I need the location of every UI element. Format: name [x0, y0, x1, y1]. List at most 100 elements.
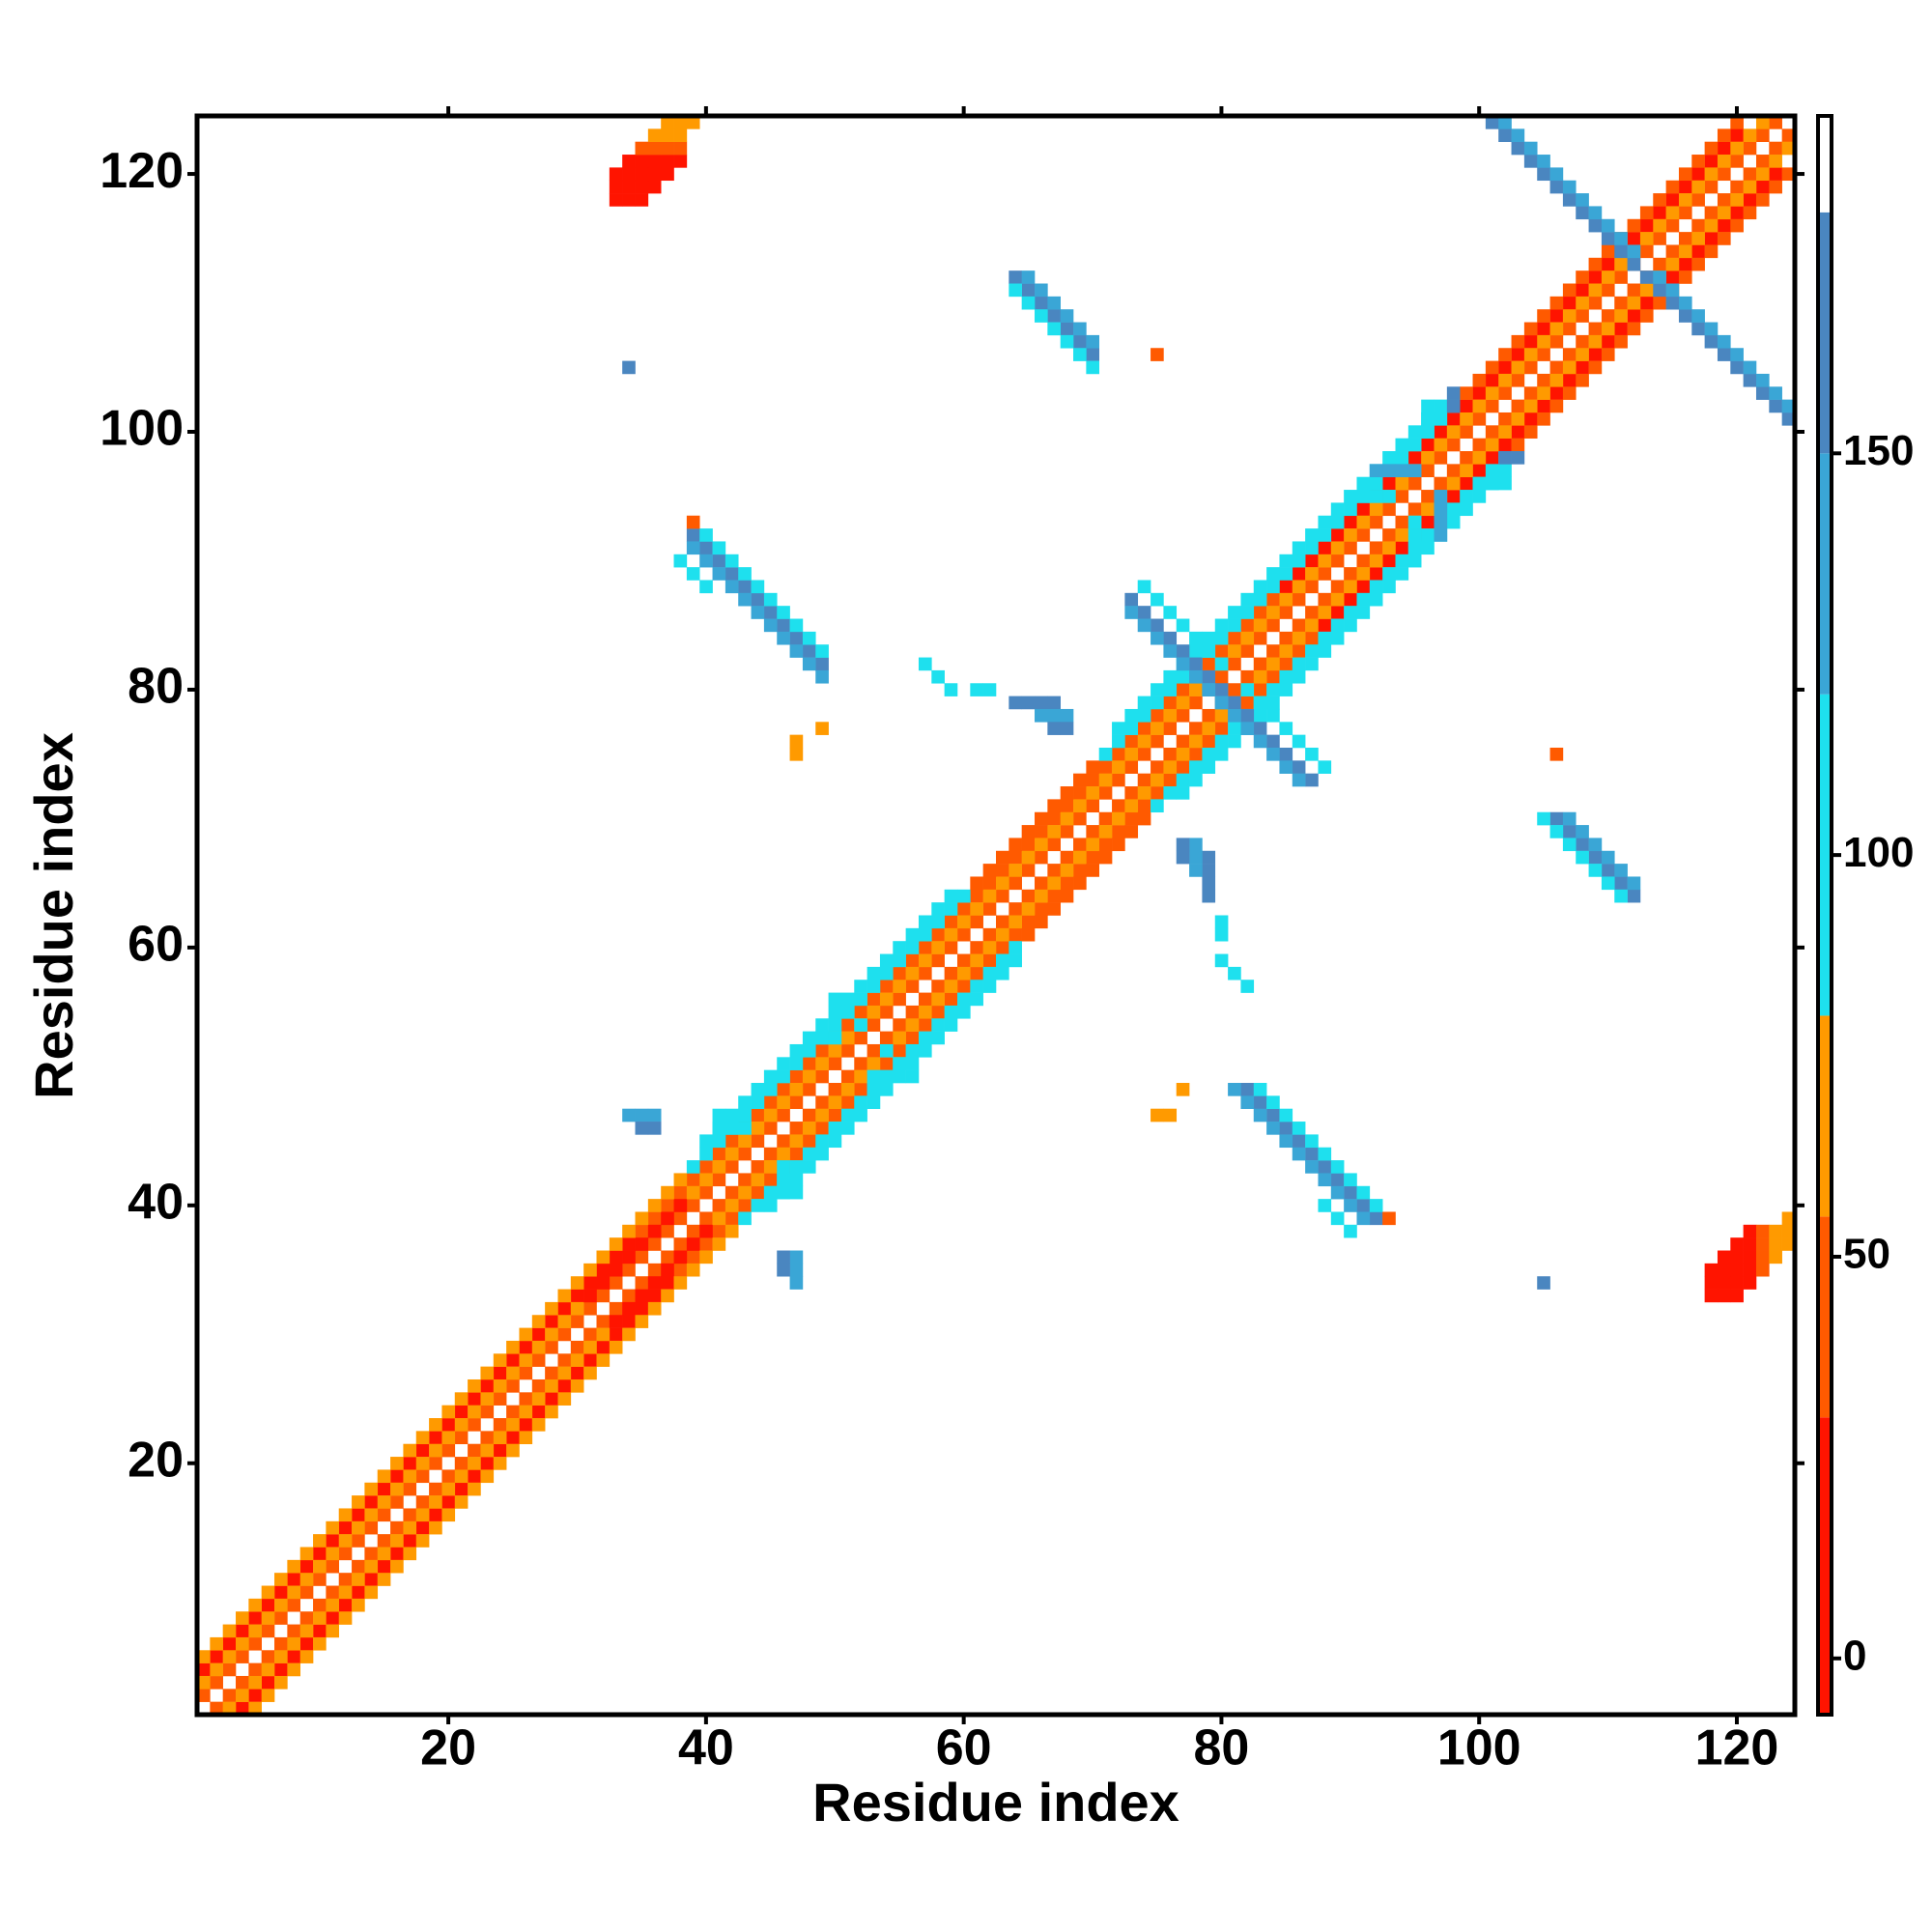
cell [622, 1263, 636, 1277]
cell [1060, 825, 1074, 838]
cell [454, 1457, 469, 1470]
cell [1279, 683, 1293, 696]
cell [777, 1263, 790, 1277]
cell [905, 1043, 920, 1058]
cell [931, 1018, 945, 1032]
cell [1279, 554, 1293, 568]
cell [956, 953, 971, 968]
cell [1137, 734, 1151, 749]
cell [686, 116, 700, 129]
cell [828, 1005, 842, 1019]
cell [480, 1443, 495, 1458]
cell [1060, 876, 1074, 891]
cell [1755, 155, 1770, 168]
cell [763, 618, 778, 633]
cell [1434, 490, 1448, 503]
cell [1678, 193, 1692, 207]
cell [673, 1211, 688, 1226]
cell [1627, 296, 1641, 310]
cell [545, 1405, 558, 1419]
cell [1639, 296, 1654, 310]
cell [274, 1636, 288, 1651]
cell [1537, 309, 1550, 323]
cell [1743, 360, 1757, 375]
cell [802, 1043, 816, 1058]
cell [1472, 451, 1487, 465]
cell [1279, 747, 1293, 761]
cell [893, 1031, 906, 1045]
cell [261, 1689, 275, 1702]
cell [789, 734, 804, 749]
cell [583, 1276, 597, 1290]
cell [763, 1173, 778, 1187]
cell [802, 657, 816, 671]
cell [879, 966, 894, 980]
cell [1086, 760, 1100, 774]
cell [751, 1083, 765, 1096]
cell [519, 1366, 533, 1380]
cell [1421, 451, 1435, 465]
cell [1356, 567, 1371, 581]
cell [403, 1482, 417, 1496]
colorbar-segment [1818, 212, 1832, 454]
cell [738, 1211, 752, 1226]
cell [1086, 360, 1100, 375]
cell [1653, 270, 1666, 284]
cell [248, 1636, 262, 1651]
cell [1601, 876, 1615, 891]
cell [944, 902, 958, 916]
cell [661, 1211, 674, 1226]
cell [493, 1457, 507, 1470]
cell [635, 1108, 649, 1122]
cell [1421, 399, 1435, 413]
cell [738, 567, 752, 581]
cell [1176, 1083, 1190, 1096]
cell [944, 915, 958, 929]
cell [1098, 747, 1113, 761]
cell [1086, 864, 1100, 877]
cell [1576, 334, 1589, 349]
cell [751, 1122, 765, 1135]
cell [1395, 476, 1409, 491]
cell [596, 1289, 611, 1303]
cell [1511, 348, 1525, 361]
cell [828, 1122, 842, 1135]
cell [1356, 528, 1371, 542]
cell [905, 953, 920, 968]
cell [1112, 811, 1125, 826]
cell [673, 141, 688, 156]
cell [1035, 296, 1048, 310]
cell [1021, 283, 1036, 298]
colorbar-segment [1818, 453, 1832, 695]
cell [1472, 464, 1487, 478]
cell [1691, 180, 1705, 194]
cell [545, 1392, 558, 1406]
cell [1266, 747, 1280, 761]
cell [738, 1199, 752, 1212]
cell [1678, 309, 1692, 323]
cell [287, 1573, 301, 1586]
cell [429, 1482, 442, 1496]
cell [1009, 864, 1022, 877]
cell [1305, 606, 1319, 619]
cell [248, 1611, 262, 1625]
cell [506, 1431, 520, 1445]
cell [1112, 734, 1125, 749]
cell [1047, 722, 1061, 735]
cell [1743, 141, 1757, 156]
cell [1266, 618, 1280, 633]
cell [1549, 399, 1564, 413]
cell [415, 1508, 430, 1522]
cell [622, 1108, 636, 1122]
cell [1395, 528, 1409, 542]
cell [1344, 618, 1357, 633]
cell [1021, 889, 1036, 903]
cell [879, 992, 894, 1007]
cell [1576, 348, 1589, 361]
cell [596, 1353, 611, 1367]
cell [313, 1573, 327, 1586]
cell [1202, 708, 1216, 723]
cell [1163, 631, 1178, 645]
cell [1330, 541, 1345, 555]
cell [1009, 270, 1022, 284]
